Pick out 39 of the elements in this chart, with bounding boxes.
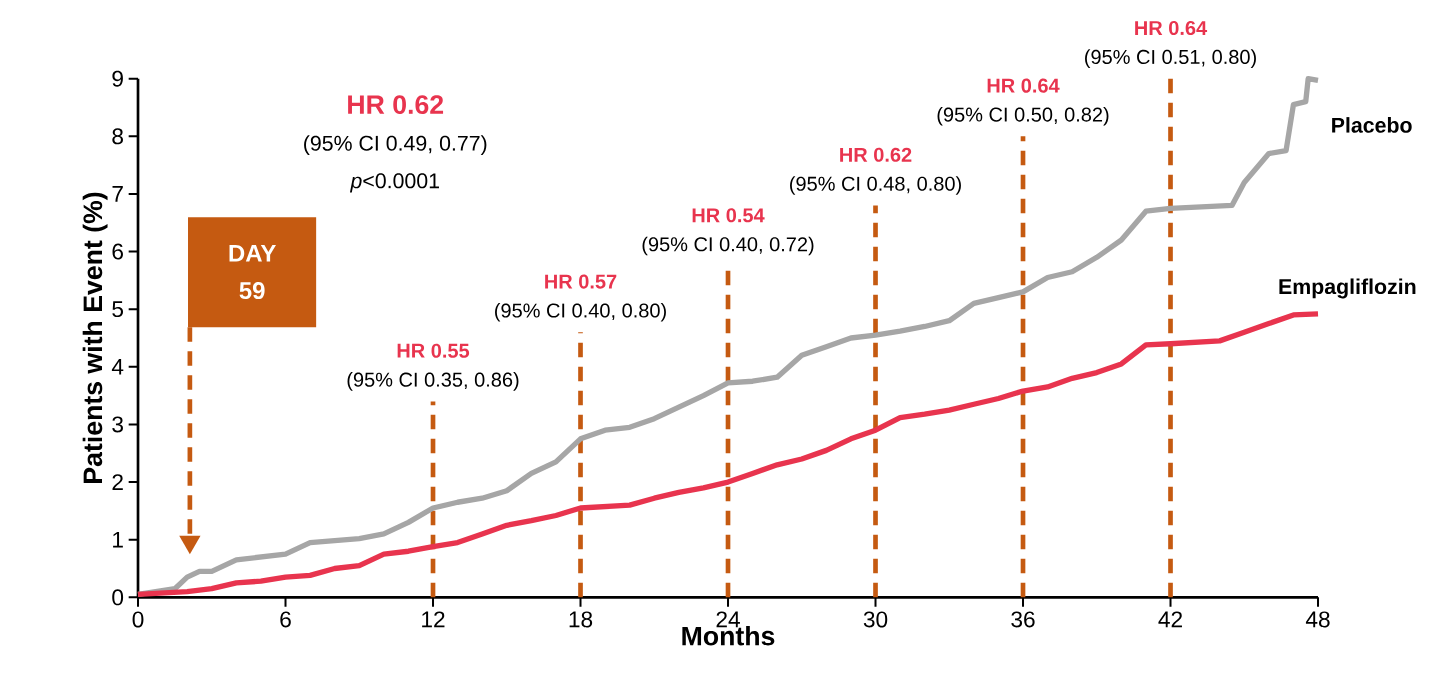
series-label: Placebo [1332, 117, 1412, 133]
annotation: (95% CI 0.35, 0.86) [347, 372, 519, 391]
y-tick-label: 4 [111, 359, 124, 375]
y-tick-label: 7 [112, 186, 123, 202]
x-tick-label: 18 [569, 611, 593, 628]
y-tick-label: 8 [112, 128, 123, 145]
y-tick-label: 1 [113, 531, 123, 548]
y-tick-label: 2 [112, 474, 123, 490]
x-axis-title: Months [682, 625, 775, 646]
x-tick-label: 24 [716, 611, 740, 628]
x-tick-label: 12 [422, 611, 445, 628]
annotation: HR 0.64 [987, 78, 1060, 93]
y-tick-label: 0 [112, 589, 124, 606]
annotation: DAY 59 [229, 245, 276, 300]
annotation: HR 0.64 [1135, 20, 1208, 36]
x-tick-label: 36 [1011, 611, 1035, 628]
y-tick-label: 5 [112, 301, 124, 318]
annotation: HR 0.55 [397, 343, 470, 358]
annotation: (95% CI 0.48, 0.80) [790, 176, 961, 195]
annotation: p<0.0001 [349, 173, 439, 193]
annotation: (95% CI 0.49, 0.77) [304, 135, 487, 155]
x-tick-label: 30 [863, 611, 888, 628]
x-tick-label: 42 [1158, 611, 1182, 628]
y-tick-label: 9 [112, 70, 123, 87]
annotation: (95% CI 0.51, 0.80) [1085, 49, 1256, 68]
x-tick-label: 48 [1305, 611, 1330, 628]
x-tick-label: 0 [132, 611, 144, 628]
annotation: HR 0.62 [840, 147, 912, 162]
y-axis-title: Patients with Event (%) [82, 192, 108, 483]
y-tick-label: 3 [112, 416, 123, 433]
x-tick-label: 6 [280, 611, 291, 628]
annotation: HR 0.57 [545, 274, 617, 289]
annotation: HR 0.62 [348, 95, 444, 115]
y-tick-label: 6 [112, 243, 123, 260]
annotation: (95% CI 0.40, 0.80) [495, 302, 666, 322]
series-label: Empagliflozin [1279, 278, 1416, 299]
annotation: (95% CI 0.40, 0.72) [642, 236, 814, 256]
annotation: (95% CI 0.50, 0.82) [937, 106, 1109, 126]
annotation: HR 0.54 [692, 208, 765, 223]
